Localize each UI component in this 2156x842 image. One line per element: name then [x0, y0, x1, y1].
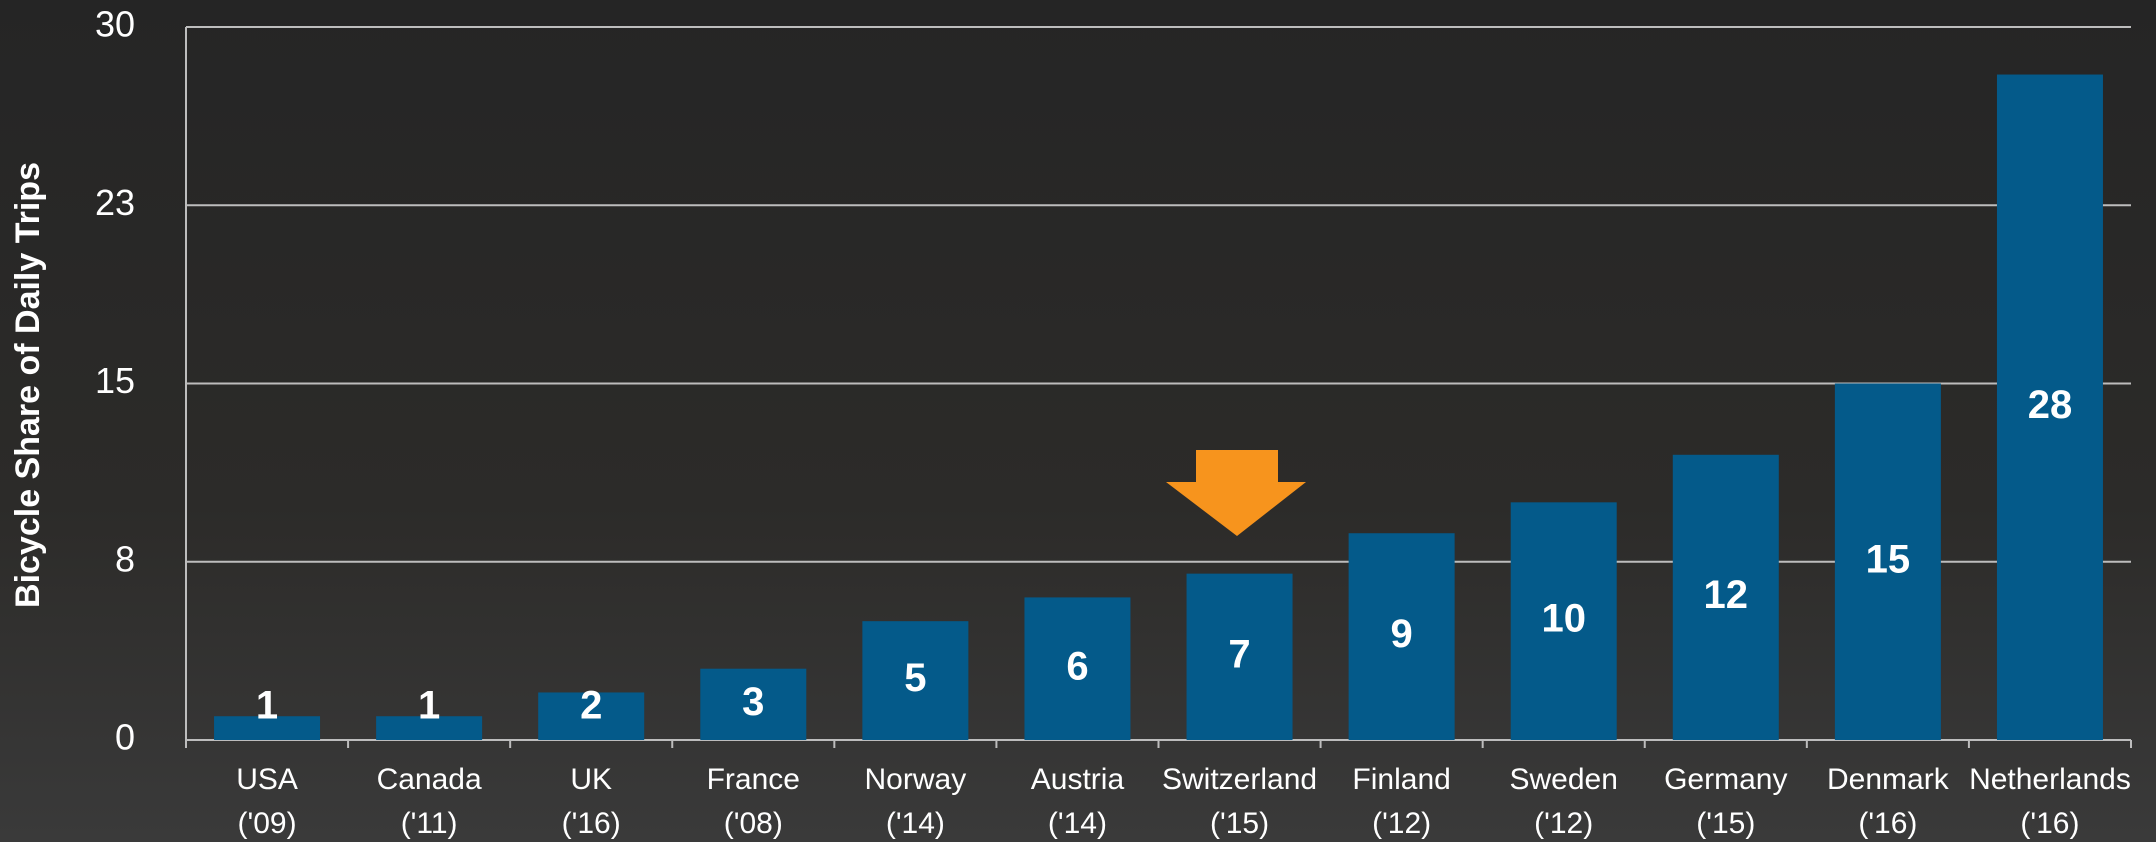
x-tick-label-line: Germany: [1664, 763, 1787, 796]
x-tick-label-line: ('15): [1210, 807, 1269, 840]
y-axis-title: Bicycle Share of Daily Trips: [9, 162, 47, 608]
x-tick-label-line: ('12): [1372, 807, 1431, 840]
y-tick-label: 8: [115, 538, 135, 579]
x-tick-label-line: ('16): [562, 807, 621, 840]
x-tick-label-line: ('11): [401, 807, 458, 840]
y-tick-label: 23: [95, 182, 135, 223]
x-tick-label-line: Norway: [865, 763, 967, 796]
y-tick-label: 30: [95, 4, 135, 45]
x-tick-label-line: Netherlands: [1969, 763, 2131, 796]
value-label: 9: [1391, 612, 1413, 656]
x-tick-label-line: ('08): [724, 807, 783, 840]
x-tick-label-line: Canada: [377, 763, 482, 796]
value-label: 6: [1066, 644, 1088, 688]
value-label: 7: [1228, 632, 1250, 676]
y-tick-label: 15: [95, 360, 135, 401]
chart: Bicycle Share of Daily Trips 08152330112…: [0, 0, 2156, 842]
x-tick-label-line: Finland: [1352, 763, 1450, 796]
value-label: 10: [1541, 597, 1586, 641]
y-tick-label: 0: [115, 717, 135, 758]
value-label: 2: [580, 684, 602, 728]
x-tick-label-line: ('16): [2020, 807, 2079, 840]
value-label: 5: [904, 656, 926, 700]
page: Bicycle Share of Daily Trips 08152330112…: [0, 0, 2156, 842]
x-tick-label-line: Denmark: [1827, 763, 1950, 796]
x-tick-label-line: Sweden: [1509, 763, 1617, 796]
x-tick-label-line: ('09): [238, 807, 297, 840]
value-label: 12: [1704, 573, 1749, 617]
x-tick-label-line: ('14): [1048, 807, 1107, 840]
value-label: 1: [256, 684, 278, 728]
x-tick-label-line: France: [707, 763, 800, 796]
x-tick-label-line: Switzerland: [1162, 763, 1317, 796]
x-tick-label-line: UK: [570, 763, 612, 796]
value-label: 1: [418, 684, 440, 728]
value-label: 28: [2028, 383, 2073, 427]
x-tick-label-line: Austria: [1031, 763, 1125, 796]
x-tick-label-line: ('15): [1696, 807, 1755, 840]
value-label: 15: [1866, 537, 1911, 581]
value-label: 3: [742, 680, 764, 724]
x-tick-label-line: ('12): [1534, 807, 1593, 840]
x-tick-label-line: ('16): [1858, 807, 1917, 840]
x-tick-label-line: ('14): [886, 807, 945, 840]
x-tick-label-line: USA: [236, 763, 298, 796]
